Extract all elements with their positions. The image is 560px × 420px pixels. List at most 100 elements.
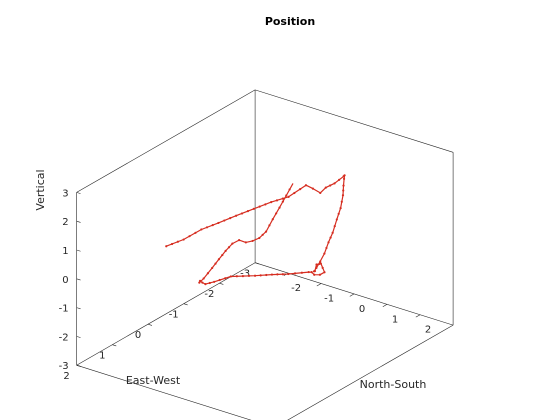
series-marker	[329, 236, 332, 239]
series-marker	[325, 246, 328, 250]
series-marker	[194, 231, 197, 234]
series-marker	[285, 194, 288, 197]
series-marker	[315, 266, 318, 270]
series-layer	[165, 174, 346, 286]
series-marker	[343, 174, 346, 177]
series-marker	[206, 272, 210, 275]
series-marker	[323, 252, 326, 255]
series-marker	[339, 207, 342, 210]
series-marker	[264, 230, 268, 233]
series-marker	[165, 245, 168, 248]
series-marker	[319, 191, 322, 195]
series-marker	[333, 182, 336, 185]
series-marker	[324, 186, 327, 189]
series-marker	[287, 195, 290, 198]
z-tick-mark	[76, 249, 81, 252]
series-marker	[287, 272, 290, 276]
series-marker	[293, 191, 296, 195]
z-tick-label: -1	[59, 304, 69, 315]
x-tick-label: -1	[169, 310, 179, 321]
series-marker	[202, 277, 205, 280]
series-marker	[323, 271, 326, 274]
series-marker	[276, 273, 279, 276]
series-marker	[188, 235, 191, 238]
z-tick-label: -2	[59, 332, 69, 343]
series-marker	[253, 274, 257, 277]
z-tick-label: 2	[62, 217, 68, 228]
series-marker	[342, 189, 345, 192]
series-marker	[270, 273, 274, 276]
box-edge	[76, 262, 256, 366]
series-marker	[337, 212, 340, 215]
series-marker	[223, 219, 226, 222]
series-marker	[238, 239, 241, 242]
series-marker	[313, 270, 317, 273]
series-marker	[259, 274, 262, 277]
series-marker	[229, 275, 232, 278]
series-marker	[227, 246, 231, 249]
chart-title: Position	[265, 15, 315, 28]
box-edge	[255, 89, 454, 153]
y-tick-label: -2	[291, 283, 301, 294]
series-marker	[201, 281, 204, 284]
z-tick-mark	[76, 220, 81, 223]
series-marker	[319, 260, 322, 263]
series-marker	[319, 262, 322, 265]
series-marker	[313, 273, 316, 276]
series-marker	[221, 253, 224, 257]
series-marker	[211, 266, 214, 270]
x-tick-label: 1	[99, 351, 105, 362]
y-tick-label: 1	[392, 314, 398, 325]
series-marker	[251, 239, 254, 243]
box-edge	[76, 364, 252, 420]
series-marker	[235, 214, 238, 217]
z-axis-label: Vertical	[34, 169, 47, 210]
series-marker	[341, 194, 345, 197]
y-axis-label: North-South	[360, 378, 427, 391]
box-edge	[76, 89, 256, 193]
series-marker	[331, 231, 334, 234]
series-marker	[211, 224, 214, 227]
series-marker	[307, 270, 310, 274]
z-tick-mark	[76, 278, 81, 281]
series-marker	[176, 240, 179, 243]
y-tick-mark	[382, 304, 388, 308]
series-marker	[327, 241, 330, 244]
series-marker	[208, 281, 211, 285]
series-marker	[268, 224, 271, 227]
z-tick-label: 3	[62, 188, 68, 199]
series-marker	[246, 210, 250, 213]
z-tick-mark	[76, 336, 81, 338]
series-marker	[342, 184, 345, 187]
x-tick-label: 2	[63, 371, 69, 382]
y-tick-mark	[415, 314, 421, 318]
series-marker	[335, 218, 338, 221]
x-tick-mark	[112, 344, 117, 347]
series-marker	[224, 249, 227, 252]
series-marker	[264, 203, 267, 206]
series-marker	[213, 280, 216, 283]
series-marker	[229, 217, 232, 220]
x-axis-label: East-West	[126, 374, 181, 387]
y-tick-label: 2	[425, 325, 431, 336]
series-marker	[252, 207, 255, 210]
series-marker	[340, 200, 343, 203]
series-marker	[318, 273, 322, 276]
series-marker	[258, 205, 261, 208]
series-marker	[170, 242, 174, 246]
series-marker	[281, 197, 284, 200]
series-marker	[218, 278, 221, 282]
x-tick-mark	[255, 262, 260, 265]
series-marker	[299, 188, 302, 191]
series-marker	[224, 277, 227, 280]
x-tick-mark	[147, 323, 153, 326]
series-marker	[258, 236, 261, 240]
series-marker	[244, 241, 247, 244]
x-tick-label: -3	[240, 269, 250, 280]
series-marker	[315, 263, 318, 266]
series-marker	[205, 226, 209, 229]
series-marker	[198, 281, 201, 284]
x-tick-label: -2	[204, 289, 214, 300]
series-marker	[270, 201, 273, 204]
